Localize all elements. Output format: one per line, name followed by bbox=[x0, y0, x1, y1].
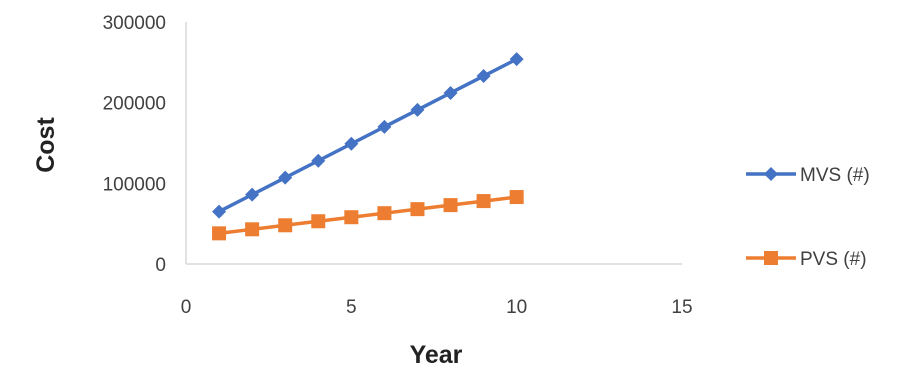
plot-area: 0 100000 200000 300000 0 5 10 15 bbox=[103, 13, 693, 318]
x-tick-label: 10 bbox=[506, 297, 527, 318]
x-tick-label: 15 bbox=[671, 297, 692, 318]
y-tick-label: 0 bbox=[155, 255, 166, 276]
series-line-pvs bbox=[218, 195, 517, 236]
legend-marker-mvs bbox=[764, 167, 778, 181]
data-point-mvs bbox=[245, 187, 260, 202]
y-tick-label: 300000 bbox=[103, 13, 166, 34]
data-point-mvs bbox=[344, 136, 359, 151]
data-point-mvs bbox=[212, 204, 227, 219]
data-point-mvs bbox=[410, 102, 425, 117]
legend-label-pvs: PVS (#) bbox=[800, 249, 867, 270]
x-axis-title: Year bbox=[410, 341, 463, 369]
series-line-mvs bbox=[218, 57, 518, 214]
data-point-mvs bbox=[377, 119, 392, 134]
data-point-mvs bbox=[476, 69, 491, 84]
legend: MVS (#) PVS (#) bbox=[746, 165, 870, 270]
data-point-mvs bbox=[278, 170, 293, 185]
x-tick-label: 0 bbox=[181, 297, 192, 318]
data-point-pvs bbox=[509, 190, 524, 205]
data-point-pvs bbox=[410, 202, 425, 217]
y-tick-label: 200000 bbox=[103, 94, 166, 115]
legend-marker-pvs bbox=[764, 251, 778, 265]
data-point-pvs bbox=[278, 218, 293, 233]
legend-item-mvs: MVS (#) bbox=[746, 165, 870, 186]
y-tick-labels: 0 100000 200000 300000 bbox=[103, 13, 166, 276]
legend-item-pvs: PVS (#) bbox=[746, 249, 867, 270]
y-tick-label: 100000 bbox=[103, 174, 166, 195]
data-point-pvs bbox=[476, 194, 491, 209]
series-layer bbox=[212, 52, 524, 241]
data-point-pvs bbox=[377, 206, 392, 221]
data-point-pvs bbox=[443, 198, 458, 213]
data-point-pvs bbox=[245, 222, 260, 237]
series-mvs bbox=[212, 52, 524, 219]
y-axis-title: Cost bbox=[32, 117, 60, 173]
x-tick-label: 5 bbox=[346, 297, 357, 318]
data-point-mvs bbox=[509, 52, 524, 67]
legend-label-mvs: MVS (#) bbox=[800, 165, 870, 186]
data-point-pvs bbox=[212, 226, 227, 241]
data-point-pvs bbox=[311, 214, 326, 229]
series-pvs bbox=[212, 190, 524, 241]
data-point-pvs bbox=[344, 210, 359, 225]
data-point-mvs bbox=[443, 85, 458, 100]
x-tick-labels: 0 5 10 15 bbox=[181, 297, 693, 318]
data-point-mvs bbox=[311, 153, 326, 168]
